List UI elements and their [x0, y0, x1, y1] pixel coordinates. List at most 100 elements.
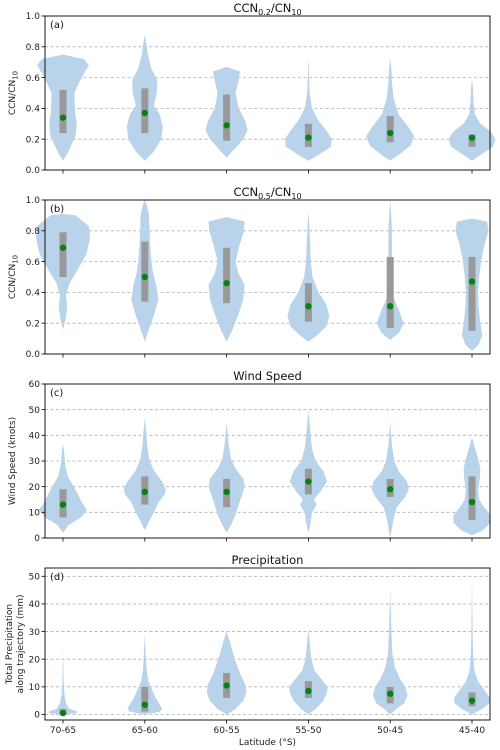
iqr-bar-50-45	[386, 256, 394, 328]
iqr-bar-45-40	[468, 256, 476, 331]
iqr-bar-60-55	[223, 247, 231, 304]
violin-60-55	[208, 422, 245, 533]
axes-frame	[44, 199, 491, 355]
x-axis-label: Latitude (°S)	[239, 738, 296, 748]
median-point-50-45	[387, 129, 394, 137]
panel-title: Precipitation	[232, 553, 304, 567]
violin-65-60	[127, 634, 163, 715]
y-tick-label: 1.0	[26, 12, 41, 22]
y-tick-label: 30	[29, 457, 41, 467]
axes-frame	[44, 15, 491, 171]
panel-label: (a)	[50, 20, 64, 31]
iqr-bar-65-60	[141, 241, 149, 302]
y-axis-label: Total Precipitation	[5, 604, 15, 685]
y-tick-label: 20	[29, 483, 41, 493]
y-tick-label: 0.4	[26, 105, 41, 115]
y-tick-label: 0.6	[26, 258, 41, 268]
y-tick-label: 0.6	[26, 74, 41, 84]
y-axis-label-line2: along trajectory (mm)	[16, 594, 26, 693]
median-point-70-65	[59, 709, 67, 717]
axes-frame	[44, 567, 491, 721]
median-point-45-40	[468, 278, 476, 285]
violin-60-55	[206, 631, 247, 715]
median-point-65-60	[141, 488, 148, 495]
y-tick-label: 40	[29, 600, 41, 610]
y-tick-label: 1.0	[26, 196, 41, 206]
y-tick-label: 10	[29, 683, 41, 693]
median-point-55-50	[305, 687, 312, 695]
median-point-60-55	[223, 682, 230, 689]
iqr-bar-50-45	[386, 116, 394, 143]
median-point-55-50	[305, 134, 312, 141]
median-point-45-40	[468, 498, 476, 506]
x-tick-label: 60-55	[214, 726, 240, 736]
y-tick-label: 20	[29, 655, 41, 665]
x-tick-label: 55-50	[295, 726, 321, 736]
median-point-70-65	[59, 244, 67, 251]
median-point-50-45	[387, 303, 394, 310]
panel-title: CCN0.2/CN10	[233, 1, 301, 17]
violin-50-45	[366, 57, 415, 161]
violin-55-50	[285, 57, 332, 161]
violin-50-45	[372, 590, 408, 715]
y-axis-label: CCN/CN10	[8, 71, 20, 115]
violin-55-50	[289, 628, 328, 715]
iqr-bar-45-40	[468, 476, 476, 521]
y-tick-label: 0.8	[26, 43, 41, 53]
y-tick-label: 0	[34, 711, 40, 721]
x-tick-label: 50-45	[377, 726, 403, 736]
median-point-60-55	[223, 122, 230, 129]
median-point-55-50	[305, 303, 312, 310]
violin-70-65	[39, 443, 87, 533]
median-point-60-55	[223, 279, 230, 287]
panel-2: 0.0 0.2 0.4 0.6 0.8 1.0 (b) CCN0.5/CN10 CCN/CN10	[8, 185, 491, 360]
y-tick-label: 0.4	[26, 289, 41, 299]
violin-55-50	[287, 210, 330, 342]
y-tick-label: 40	[29, 432, 41, 442]
violin-45-40	[448, 80, 496, 161]
y-tick-label: 0.0	[26, 166, 41, 176]
iqr-bar-70-65	[59, 89, 67, 134]
panel-label: (d)	[50, 572, 64, 583]
violin-70-65	[48, 648, 78, 715]
violin-45-40	[454, 573, 490, 715]
y-tick-label: 0.2	[26, 319, 40, 329]
panel-3: 0 10 20 30 40 50 60 (c) Wind Speed Wind Speed (kn…	[8, 369, 491, 544]
y-tick-label: 30	[29, 628, 41, 638]
median-point-65-60	[141, 273, 148, 281]
median-point-60-55	[223, 488, 230, 495]
median-point-70-65	[59, 114, 67, 121]
median-point-70-65	[59, 501, 67, 508]
iqr-bar-65-60	[141, 686, 149, 712]
y-tick-label: 0.2	[26, 135, 40, 145]
y-tick-label: 0.0	[26, 350, 41, 360]
y-tick-label: 50	[29, 572, 41, 582]
median-point-65-60	[141, 109, 148, 117]
y-tick-label: 60	[29, 380, 41, 390]
panel-label: (c)	[50, 388, 63, 399]
y-tick-label: 50	[29, 406, 41, 416]
iqr-bar-55-50	[304, 283, 312, 322]
x-tick-label: 70-65	[50, 726, 76, 736]
median-point-45-40	[468, 697, 476, 704]
y-tick-label: 10	[29, 509, 41, 519]
panel-title: CCN0.5/CN10	[233, 185, 301, 201]
y-tick-label: 0.8	[26, 227, 41, 237]
panel-label: (b)	[50, 204, 64, 215]
median-point-45-40	[468, 134, 476, 141]
y-axis-label: CCN/CN10	[8, 255, 20, 299]
y-axis-label: Wind Speed (knots)	[8, 417, 18, 505]
median-point-50-45	[387, 486, 394, 493]
panel-title: Wind Speed	[233, 369, 302, 383]
median-point-50-45	[387, 690, 394, 697]
x-tick-label: 45-40	[459, 726, 485, 736]
panel-1: 0.0 0.2 0.4 0.6 0.8 1.0 (a) CCN0.2/CN10 CCN/CN10	[8, 1, 496, 176]
panel-4: 0 10 20 30 40 50 70-65 65-60 60-55 55-50 50-45 45-4…	[5, 553, 491, 748]
x-tick-label: 65-60	[132, 726, 158, 736]
y-tick-label: 0	[34, 534, 40, 544]
violin-65-60	[123, 417, 166, 531]
iqr-bar-70-65	[59, 232, 67, 277]
iqr-bar-60-55	[223, 94, 231, 141]
median-point-65-60	[141, 701, 148, 708]
